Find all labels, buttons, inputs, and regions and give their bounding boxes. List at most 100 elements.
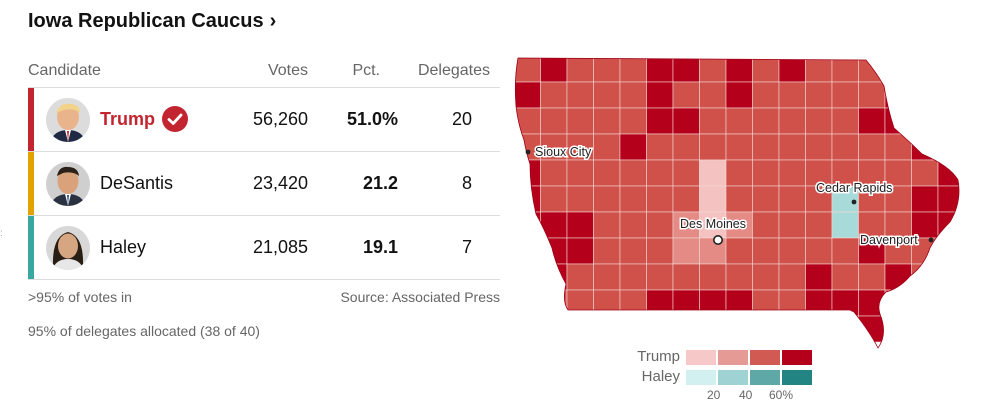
- county[interactable]: [672, 133, 700, 161]
- county[interactable]: [805, 315, 833, 343]
- county[interactable]: [514, 289, 541, 317]
- county[interactable]: [593, 315, 621, 343]
- county[interactable]: [699, 185, 727, 213]
- county[interactable]: [672, 159, 700, 187]
- county[interactable]: [540, 133, 568, 161]
- county[interactable]: [514, 237, 541, 265]
- county[interactable]: [672, 289, 700, 317]
- county[interactable]: [937, 56, 965, 83]
- county[interactable]: [858, 81, 886, 109]
- county[interactable]: [752, 185, 780, 213]
- county[interactable]: [937, 237, 965, 265]
- county[interactable]: [778, 211, 806, 239]
- county[interactable]: [911, 133, 939, 161]
- county[interactable]: [805, 263, 833, 291]
- county[interactable]: [911, 263, 939, 291]
- county[interactable]: [593, 107, 621, 135]
- county[interactable]: [752, 159, 780, 187]
- county[interactable]: [831, 263, 859, 291]
- county[interactable]: [514, 56, 541, 83]
- county[interactable]: [911, 56, 939, 83]
- county[interactable]: [699, 81, 727, 109]
- county[interactable]: [646, 211, 674, 239]
- county[interactable]: [566, 263, 594, 291]
- county[interactable]: [514, 159, 541, 187]
- county[interactable]: [646, 159, 674, 187]
- county[interactable]: [831, 237, 859, 265]
- county[interactable]: [672, 211, 700, 239]
- county[interactable]: [540, 263, 568, 291]
- county[interactable]: [884, 133, 912, 161]
- county[interactable]: [672, 107, 700, 135]
- county[interactable]: [699, 315, 727, 343]
- county[interactable]: [725, 81, 753, 109]
- county[interactable]: [778, 315, 806, 343]
- county[interactable]: [699, 159, 727, 187]
- county[interactable]: [646, 263, 674, 291]
- county[interactable]: [778, 133, 806, 161]
- county[interactable]: [858, 133, 886, 161]
- county[interactable]: [752, 81, 780, 109]
- county[interactable]: [778, 289, 806, 317]
- county[interactable]: [884, 289, 912, 317]
- county[interactable]: [752, 315, 780, 343]
- county[interactable]: [752, 237, 780, 265]
- county[interactable]: [540, 289, 568, 317]
- county[interactable]: [566, 237, 594, 265]
- county[interactable]: [540, 211, 568, 239]
- county[interactable]: [752, 263, 780, 291]
- county[interactable]: [831, 81, 859, 109]
- county[interactable]: [752, 289, 780, 317]
- county[interactable]: [540, 185, 568, 213]
- county[interactable]: [619, 81, 647, 109]
- county[interactable]: [937, 133, 965, 161]
- county[interactable]: [566, 107, 594, 135]
- county[interactable]: [911, 81, 939, 109]
- county[interactable]: [884, 56, 912, 83]
- county[interactable]: [619, 133, 647, 161]
- county[interactable]: [672, 56, 700, 83]
- county[interactable]: [619, 107, 647, 135]
- county[interactable]: [752, 133, 780, 161]
- county[interactable]: [619, 315, 647, 343]
- county[interactable]: [619, 56, 647, 83]
- county[interactable]: [937, 159, 965, 187]
- county[interactable]: [805, 211, 833, 239]
- county[interactable]: [619, 237, 647, 265]
- county[interactable]: [725, 133, 753, 161]
- county[interactable]: [646, 81, 674, 109]
- county[interactable]: [937, 263, 965, 291]
- county[interactable]: [884, 237, 912, 265]
- county[interactable]: [672, 185, 700, 213]
- county[interactable]: [619, 185, 647, 213]
- county[interactable]: [725, 211, 753, 239]
- county[interactable]: [593, 159, 621, 187]
- county[interactable]: [937, 107, 965, 135]
- county[interactable]: [725, 107, 753, 135]
- county[interactable]: [778, 263, 806, 291]
- county[interactable]: [805, 81, 833, 109]
- county[interactable]: [752, 56, 780, 83]
- county[interactable]: [699, 133, 727, 161]
- county[interactable]: [805, 237, 833, 265]
- county[interactable]: [858, 263, 886, 291]
- county[interactable]: [514, 81, 541, 109]
- county[interactable]: [752, 211, 780, 239]
- county[interactable]: [831, 185, 859, 213]
- county[interactable]: [514, 263, 541, 291]
- county[interactable]: [514, 107, 541, 135]
- county[interactable]: [831, 56, 859, 83]
- county[interactable]: [593, 289, 621, 317]
- county[interactable]: [911, 315, 939, 343]
- county[interactable]: [937, 211, 965, 239]
- county[interactable]: [540, 237, 568, 265]
- county[interactable]: [672, 315, 700, 343]
- county[interactable]: [805, 185, 833, 213]
- county[interactable]: [725, 237, 753, 265]
- county[interactable]: [672, 237, 700, 265]
- county[interactable]: [566, 211, 594, 239]
- county[interactable]: [540, 315, 568, 343]
- county[interactable]: [805, 56, 833, 83]
- county[interactable]: [858, 289, 886, 317]
- county[interactable]: [911, 185, 939, 213]
